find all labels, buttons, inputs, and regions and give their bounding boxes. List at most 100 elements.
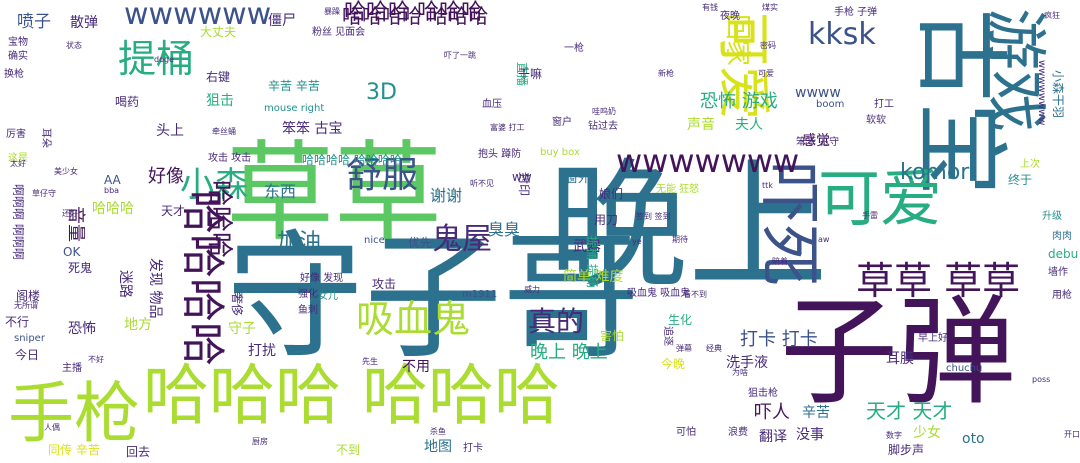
word-cloud-word: 声音	[687, 117, 715, 133]
word-cloud-word: 迷路	[117, 270, 133, 298]
word-cloud-word: boom	[816, 99, 845, 110]
word-cloud-word: 哈哈哈	[92, 201, 134, 217]
word-cloud-word: 翻译	[759, 429, 787, 445]
word-cloud-word: 暴躁	[324, 7, 340, 16]
word-cloud-word: 数字	[886, 431, 902, 440]
word-cloud-word: 可爱	[758, 69, 774, 78]
word-cloud-word: 这是	[8, 153, 28, 164]
word-cloud-word: 一枪	[564, 43, 584, 54]
word-cloud-word: 少女	[913, 425, 941, 441]
word-cloud-word: 右键	[206, 70, 231, 84]
word-cloud-word: 状态	[66, 41, 82, 50]
word-cloud-word: 发现 物品	[147, 258, 163, 319]
word-cloud-word: nice	[364, 235, 385, 246]
word-cloud-word: 窗外	[566, 171, 591, 185]
word-cloud-word: 密码	[760, 41, 776, 50]
word-cloud-word: 大丈夫	[200, 25, 237, 39]
word-cloud-word: 吓了一跳	[444, 51, 476, 60]
word-cloud-word: 可怕	[676, 427, 696, 438]
word-cloud-word: 辛苦	[802, 405, 830, 421]
word-cloud-word: 软软	[866, 115, 886, 126]
word-cloud-word: 夜晚	[720, 11, 740, 22]
word-cloud-word: 不好	[88, 355, 104, 364]
word-cloud-word: 粉丝 见面会	[312, 27, 366, 38]
word-cloud-word: 耳朵	[40, 128, 51, 148]
word-cloud-word: komori	[900, 160, 976, 185]
word-cloud-word: wwww	[795, 85, 841, 101]
word-cloud-word: 小森	[180, 165, 248, 205]
word-cloud-word: 主播	[62, 363, 82, 374]
word-cloud-word: 早上好	[918, 333, 948, 344]
word-cloud-word: 打扰	[248, 343, 276, 359]
word-cloud-word: 吸血鬼 吸血鬼	[627, 288, 691, 299]
word-cloud-word: 没事	[796, 427, 824, 443]
word-cloud-word: 鬼屋	[432, 222, 492, 257]
word-cloud-word: 墙作	[1048, 267, 1068, 278]
word-cloud-word: 威力	[524, 285, 540, 294]
word-cloud-word: 僵尸	[268, 13, 296, 29]
word-cloud-word: 小森干羽	[1051, 70, 1065, 119]
word-cloud-word: 煤实	[762, 3, 778, 12]
word-cloud-word: 开口	[1064, 430, 1080, 439]
word-cloud-word: 用枪	[1052, 290, 1072, 301]
word-cloud-word: 加油	[277, 230, 322, 255]
word-cloud-word: 打卡 打卡	[740, 329, 818, 350]
word-cloud-word: 女儿	[318, 291, 338, 302]
word-cloud-word: chuchu	[946, 363, 983, 374]
word-cloud-word: 升级	[1042, 211, 1062, 222]
word-cloud-word: ye	[632, 237, 642, 246]
word-cloud-word: 提桶	[118, 37, 195, 81]
word-cloud-word: 笨笨 古宝	[282, 121, 343, 137]
word-cloud-word: 哈哈哈哈	[177, 190, 228, 366]
word-cloud-word: 签到 签到	[636, 212, 671, 221]
word-cloud-word: 吓人	[754, 402, 790, 423]
word-cloud-word: 厨房	[252, 437, 268, 446]
word-cloud-word: 听不见	[470, 179, 494, 188]
word-cloud-word: 洗手液	[726, 355, 768, 371]
word-cloud-word: 草草	[226, 131, 443, 256]
word-cloud-word: 杀鱼	[430, 427, 446, 436]
word-cloud-word: 为啥	[732, 368, 748, 377]
word-cloud-word: 富婆 打工	[490, 123, 525, 132]
word-cloud-word: wwwwwwww	[1036, 60, 1047, 126]
word-cloud-word: mouse right	[264, 103, 325, 114]
word-cloud-word: 手枪	[8, 375, 140, 452]
word-cloud-word: 肉肉	[1052, 231, 1072, 242]
word-cloud-word: AA	[104, 173, 121, 187]
word-cloud-word: ww	[512, 170, 532, 184]
word-cloud-word: 真的	[528, 305, 585, 338]
word-cloud-word: 确实	[8, 51, 28, 62]
word-cloud-word: 提桶 提桶	[585, 236, 599, 288]
word-cloud-word: OK	[63, 245, 81, 259]
word-cloud-word: 用刀	[594, 213, 619, 227]
word-cloud-word: 地图	[424, 439, 452, 455]
word-cloud-word: 看不到	[683, 290, 707, 299]
word-cloud-word: 草草 草草	[856, 259, 1021, 303]
word-cloud-word: 钻过去	[588, 121, 618, 132]
word-cloud-word: 疯狂	[1044, 11, 1060, 20]
word-cloud-word: poss	[1032, 375, 1051, 384]
word-cloud-word: 换枪	[4, 69, 24, 80]
word-cloud-word: 不到	[336, 443, 361, 457]
word-cloud-word: 还好	[62, 209, 78, 218]
word-cloud-word: 攻击	[372, 277, 397, 291]
word-cloud-word: 舒服	[346, 155, 419, 196]
word-cloud-word: ttk	[762, 181, 773, 190]
word-cloud-word: 谢谢	[430, 186, 463, 205]
word-cloud-word: 子弹	[780, 283, 1017, 421]
word-cloud-word: wwwwww	[124, 0, 272, 32]
word-cloud-word: 追逐	[662, 326, 673, 346]
word-cloud-word: 哈哈哈 哈哈哈	[344, 0, 483, 25]
word-cloud-word: 简单 难度	[563, 269, 624, 285]
word-cloud-word: sniper	[14, 333, 45, 344]
word-cloud-word: 害怕	[600, 329, 625, 343]
word-cloud-word: 不行	[5, 315, 30, 329]
word-cloud-word: 啊啊啊 啊啊啊	[11, 184, 25, 260]
word-cloud-word: 干嘛	[518, 67, 543, 81]
word-cloud-word: 天才	[161, 204, 186, 218]
word-cloud-word: 哈哈哈 哈哈哈	[143, 357, 560, 434]
word-cloud-word: 吸血鬼	[356, 297, 471, 341]
word-cloud-word: 陪着	[772, 257, 788, 266]
word-cloud-word: doge	[154, 55, 174, 64]
word-cloud-word: 夫人	[735, 117, 763, 133]
